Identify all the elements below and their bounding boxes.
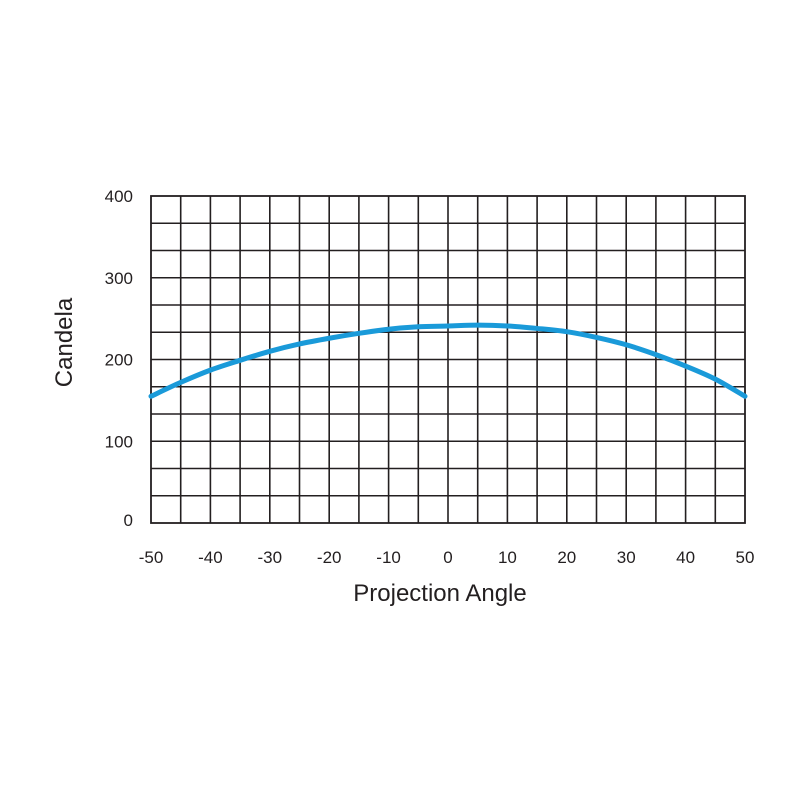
x-tick-label: 0 [443,548,452,567]
series-line [148,322,748,399]
x-tick-label: -20 [317,548,342,567]
x-axis-ticks: -50 -40 -30 -20 -10 0 10 20 30 40 50 [139,548,755,567]
y-axis-title: Candela [51,297,78,387]
plot-frame [150,195,746,524]
x-tick-label: 40 [676,548,695,567]
x-axis-title: Projection Angle [353,580,526,607]
y-tick-label: 100 [105,432,133,451]
x-tick-label: -50 [139,548,164,567]
x-tick-label: 50 [736,548,755,567]
x-tick-label: -30 [258,548,283,567]
y-tick-label: 400 [105,187,133,206]
x-tick-label: -10 [376,548,401,567]
y-tick-label: 200 [105,351,133,370]
x-tick-label: 20 [557,548,576,567]
grid [151,196,745,523]
y-axis-ticks: 0 100 200 300 400 [105,187,133,530]
y-tick-label: 300 [105,269,133,288]
y-tick-label: 0 [124,511,133,530]
x-tick-label: -40 [198,548,223,567]
series-layer [148,322,748,399]
x-tick-label: 30 [617,548,636,567]
x-tick-label: 10 [498,548,517,567]
